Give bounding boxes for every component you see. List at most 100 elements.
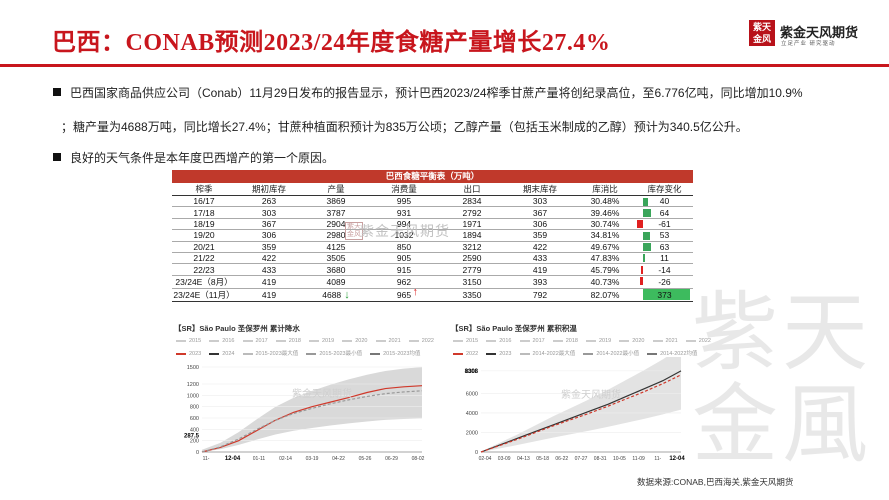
legend-entry: 2023 — [486, 351, 512, 357]
header-consumption: 消费量 — [370, 183, 438, 196]
cell-consumption: 850 — [370, 241, 438, 253]
cell-consumption: 915 — [370, 263, 438, 276]
cell-opening-stock: 422 — [236, 252, 302, 265]
cell-stock-use-ratio: 34.81% — [574, 229, 636, 242]
legend-entry: 2015 — [453, 338, 478, 344]
cell-opening-stock: 419 — [236, 288, 302, 302]
legend-swatch — [486, 339, 497, 342]
table-row: 20/21 359 4125 850 3212 422 49.67% 63 — [172, 241, 693, 253]
heat-accumulation-chart: 【SR】São Paulo 圣保罗州 累积积温 2015 2016 2017 2018… — [449, 321, 711, 466]
cell-ending-stock: 393 — [506, 275, 574, 289]
legend-label: 2018 — [565, 338, 578, 344]
cell-opening-stock: 419 — [236, 275, 302, 289]
x-tick-label: 11- — [654, 456, 661, 462]
x-tick-label: 06-29 — [385, 456, 398, 462]
cell-season: 18/19 — [172, 218, 236, 231]
legend-label: 2021 — [388, 338, 401, 344]
stock-change-bar — [643, 254, 645, 263]
sugar-balance-table: 巴西食糖平衡表（万吨） 榨季 期初库存 产量 消费量 出口 期末库存 库消比 库… — [172, 170, 693, 302]
y-tick-label: 6000 — [466, 391, 478, 397]
table-row: 19/20 306 2980 1032 1894 359 34.81% 53 — [172, 229, 693, 242]
cell-stock-use-ratio: 30.48% — [574, 195, 636, 208]
legend-swatch — [176, 352, 186, 355]
cell-opening-stock: 303 — [236, 206, 302, 219]
y-tick-label: 800 — [190, 405, 199, 411]
legend-swatch — [375, 339, 386, 342]
cell-ending-stock: 419 — [506, 263, 574, 276]
y-tick-label: 1000 — [187, 393, 199, 399]
legend-label: 2015-2023最大值 — [255, 351, 299, 357]
y-tick-label: 2000 — [466, 430, 478, 436]
stock-change-value: 11 — [660, 253, 669, 264]
cell-season: 23/24E（11月） — [172, 288, 236, 302]
legend-entry: 2015-2023均值 — [370, 351, 420, 357]
legend-label: 2015 — [466, 338, 479, 344]
y-tick-label: 200 — [190, 439, 199, 445]
legend-swatch — [242, 352, 253, 355]
highlight-value-label: 8308 — [465, 369, 479, 375]
cell-export: 2590 — [438, 252, 506, 265]
y-tick-label: 600 — [190, 416, 199, 422]
legend-swatch — [586, 339, 596, 342]
legend-label: 2017 — [255, 338, 268, 344]
cell-export: 3212 — [438, 241, 506, 253]
stock-change-bar — [641, 265, 643, 274]
cell-ending-stock: 433 — [506, 252, 574, 265]
legend-label: 2021 — [665, 338, 678, 344]
cell-consumption: 905 — [370, 252, 438, 265]
stock-change-bar — [639, 277, 643, 286]
chart-watermark: 紫金天风期货 — [561, 388, 621, 401]
legend-entry: 2016 — [486, 338, 512, 344]
legend-label: 2015-2023均值 — [383, 351, 421, 357]
x-tick-label: 11- — [203, 456, 210, 462]
legend-swatch — [647, 352, 658, 355]
legend-swatch — [619, 339, 630, 342]
legend-entry: 2014-2022最小值 — [583, 351, 639, 357]
legend-entry: 2020 — [619, 338, 645, 344]
table-row: 22/23 433 3680 915 2779 419 45.79% -14 — [172, 263, 693, 276]
cell-consumption: 962 — [370, 275, 438, 289]
cell-export: 2792 — [438, 206, 506, 219]
x-tick-label: 11-09 — [632, 456, 645, 462]
legend-label: 2020 — [632, 338, 645, 344]
cell-ending-stock: 367 — [506, 206, 574, 219]
legend-entry: 2021 — [375, 338, 401, 344]
y-tick-label: 1500 — [187, 365, 199, 371]
legend-label: 2023 — [499, 351, 512, 357]
legend-swatch — [176, 339, 186, 342]
stock-change-bar — [643, 231, 650, 240]
legend-entry: 2022 — [453, 351, 478, 357]
table-row: 16/17 263 3869 995 2834 303 30.48% 40 — [172, 195, 693, 208]
legend-entry: 2017 — [242, 338, 268, 344]
cell-ending-stock: 422 — [506, 241, 574, 253]
x-tick-label: 03-09 — [498, 456, 511, 462]
legend-swatch — [519, 339, 530, 342]
chart-title: 【SR】São Paulo 圣保罗州 累计降水 — [174, 324, 300, 333]
title-divider — [0, 64, 889, 67]
stock-change-value: 53 — [659, 230, 670, 241]
legend-swatch — [209, 339, 220, 342]
cell-ending-stock: 306 — [506, 218, 574, 231]
cell-opening-stock: 433 — [236, 263, 302, 276]
legend-swatch — [342, 339, 353, 342]
legend-label: 2019 — [599, 338, 612, 344]
series-line — [480, 370, 682, 453]
cell-opening-stock: 359 — [236, 241, 302, 253]
chart-title: 【SR】São Paulo 圣保罗州 累积积温 — [451, 324, 577, 333]
legend-entry: 2014-2022最大值 — [519, 351, 575, 357]
cell-season: 16/17 — [172, 195, 236, 208]
y-tick-label: 1200 — [187, 382, 199, 388]
x-tick-label: 12-04 — [669, 456, 685, 462]
precipitation-plot: 0 200 400 600 800 1000 1200 1500 287.5 11- 12-04 01… — [184, 365, 425, 462]
cell-export: ↑ 3350 — [413, 286, 506, 302]
cell-stock-change: -61 — [636, 218, 693, 231]
legend-entry: 2020 — [342, 338, 368, 344]
y-tick-label: 400 — [190, 427, 199, 433]
x-tick-label: 12-04 — [225, 456, 241, 462]
cell-season: 19/20 — [172, 229, 236, 242]
legend-entry: 2019 — [586, 338, 611, 344]
up-arrow-icon: ↑ — [412, 285, 419, 298]
cell-export: 3150 — [438, 275, 506, 289]
x-tick-label: 02-04 — [479, 456, 492, 462]
